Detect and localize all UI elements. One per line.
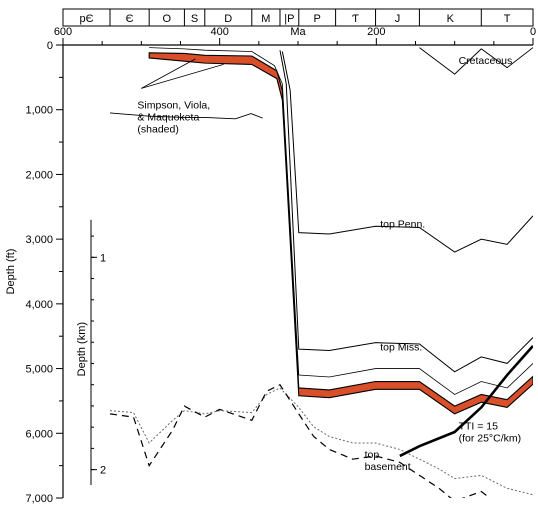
y-tick-ft: 2,000	[25, 169, 53, 181]
y-tick-ft: 7,000	[25, 493, 53, 505]
anno-shaded: & Maquoketa	[137, 111, 199, 123]
period-label: J	[395, 13, 401, 25]
y-tick-ft: 0	[47, 40, 53, 52]
anno-cretaceous: Cretaceous	[459, 55, 513, 67]
callout-pointer	[141, 59, 195, 88]
anno-top-basement: basement	[365, 461, 411, 473]
x-unit-label: Ma	[290, 26, 306, 38]
period-label: P	[314, 13, 321, 25]
anno-top-penn: top Penn.	[380, 218, 425, 230]
anno-shaded: Simpson, Viola,	[137, 99, 210, 111]
y-label-km: Depth (km)	[76, 322, 88, 376]
top-miss-line	[280, 50, 533, 372]
period-label: K	[447, 13, 455, 25]
y-label-ft: Depth (ft)	[5, 249, 17, 295]
x-tick-label: 0	[530, 26, 536, 38]
burial-history-chart: pЄ Є O S D M |P P Ƭ J K T 0 200 400 600 Ma 0 1,000 2,000 3,0…	[0, 0, 538, 511]
period-label: D	[224, 13, 232, 25]
anno-top-miss: top Miss.	[380, 341, 422, 353]
x-tick-label: 600	[54, 26, 72, 38]
y-tick-ft: 6,000	[25, 428, 53, 440]
anno-shaded: (shaded)	[137, 123, 178, 135]
period-label: Ƭ	[352, 13, 359, 25]
callout-pointer	[141, 64, 223, 88]
y-tick-ft: 3,000	[25, 234, 53, 246]
y-tick-km: 2	[100, 465, 106, 477]
anno-tti: (for 25°C/km)	[459, 432, 522, 444]
y-tick-km: 1	[100, 252, 106, 264]
x-tick-label: 200	[367, 26, 385, 38]
period-label: S	[191, 13, 198, 25]
period-label: Є	[126, 13, 134, 25]
y-tick-ft: 5,000	[25, 364, 53, 376]
y-tick-ft: 1,000	[25, 105, 53, 117]
anno-tti: TTI = 15	[459, 420, 499, 432]
period-label: |P	[284, 13, 294, 25]
anno-top-basement: top	[365, 449, 380, 461]
y-tick-ft: 4,000	[25, 299, 53, 311]
x-tick-label: 400	[210, 26, 228, 38]
period-label: M	[261, 13, 270, 25]
period-label: T	[504, 13, 511, 25]
period-label: O	[163, 13, 172, 25]
chart-svg: pЄ Є O S D M |P P Ƭ J K T 0 200 400 600 Ma 0 1,000 2,000 3,0…	[0, 0, 538, 511]
period-label: pЄ	[79, 13, 93, 25]
